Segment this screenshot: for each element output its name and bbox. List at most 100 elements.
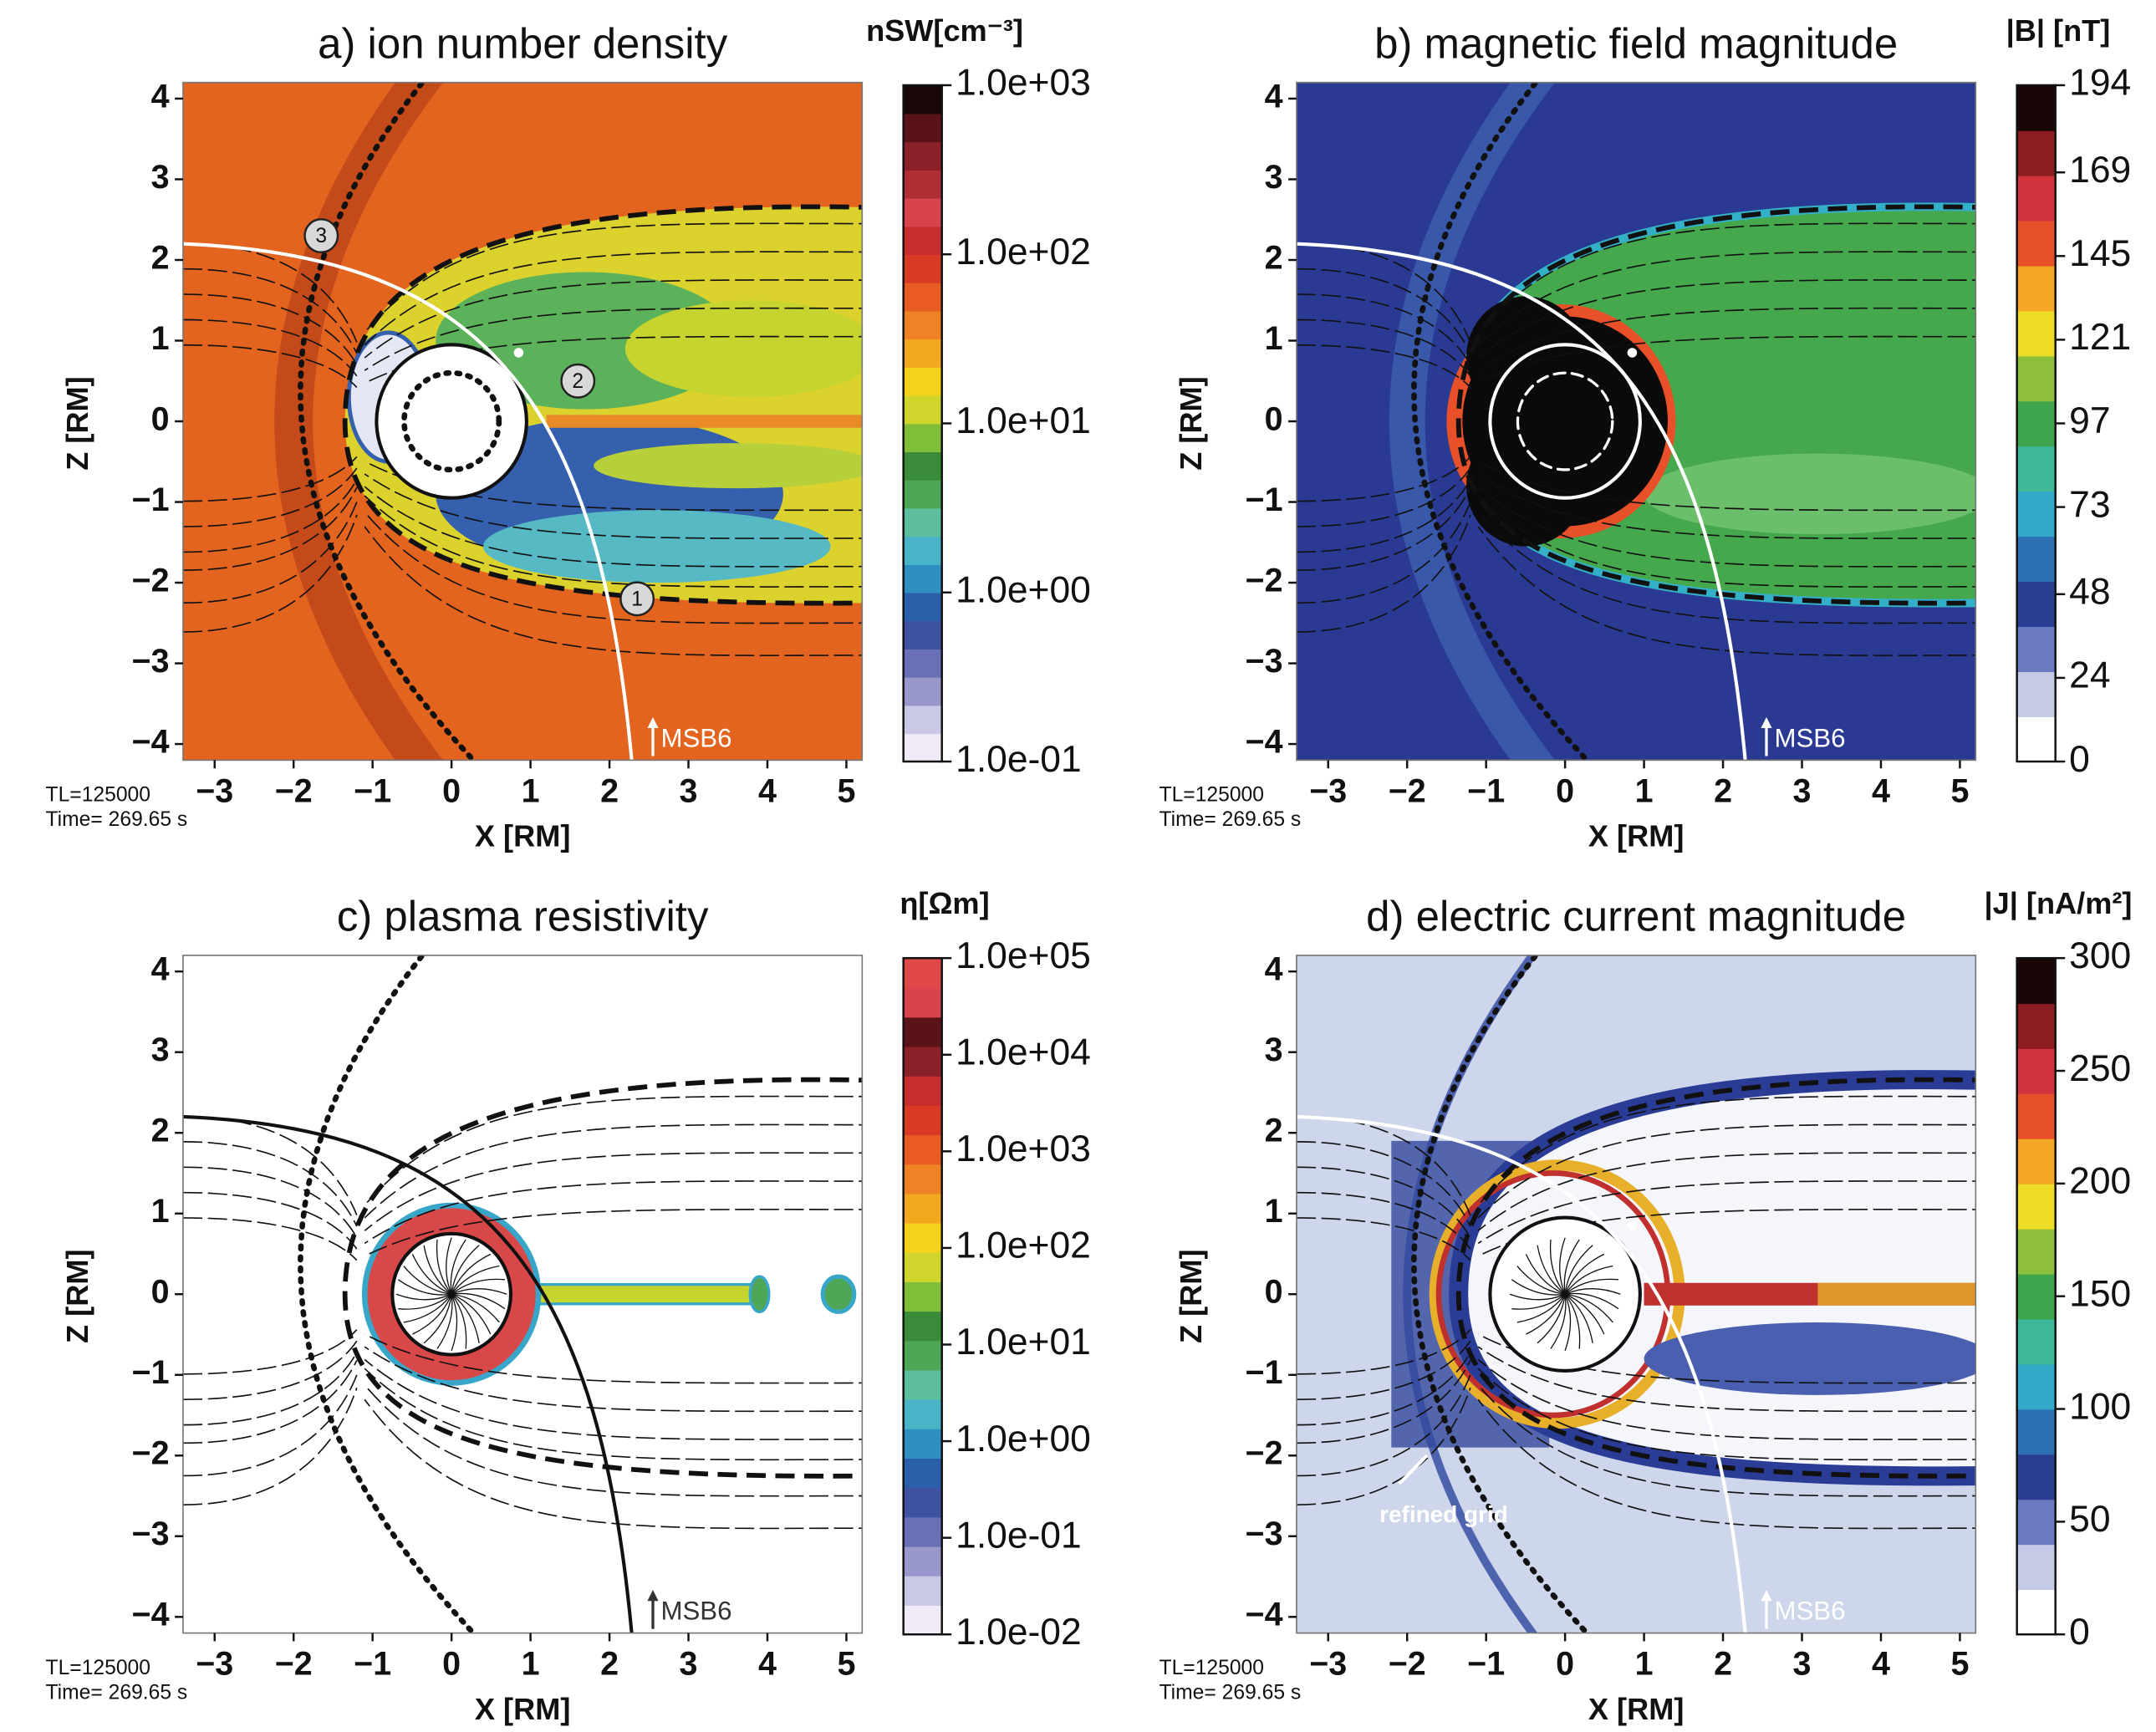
colorbar-tick-label: 97 xyxy=(2069,400,2110,441)
figure: MSB6123−3−2−1012345−4−3−2−101234a) ion n… xyxy=(0,0,2156,1732)
colorbar-segment xyxy=(904,1487,942,1517)
colorbar-segment xyxy=(2017,1184,2056,1230)
trajectory-label: MSB6 xyxy=(660,1597,731,1626)
colorbar-segment xyxy=(904,706,942,735)
run-label: TL=125000 xyxy=(46,1657,150,1679)
run-label: TL=125000 xyxy=(1160,1657,1264,1679)
colorbar-segment xyxy=(904,141,942,171)
x-tick-label: −1 xyxy=(1467,772,1505,809)
colorbar-tick-label: 1.0e+00 xyxy=(956,569,1091,610)
colorbar-tick-label: 1.0e+02 xyxy=(956,232,1091,273)
y-tick-label: −2 xyxy=(132,1435,170,1472)
colorbar-segment xyxy=(904,367,942,396)
colorbar-segment xyxy=(904,593,942,622)
colorbar-segment xyxy=(2017,1093,2056,1139)
colorbar-segment xyxy=(2017,958,2056,1004)
y-tick-label: −4 xyxy=(1246,723,1283,760)
colorbar-tick-label: 145 xyxy=(2069,233,2131,274)
y-tick-label: 2 xyxy=(151,1113,170,1149)
colorbar-tick-label: 1.0e+00 xyxy=(956,1419,1091,1459)
chart-title: c) plasma resistivity xyxy=(337,893,709,940)
x-tick-label: 3 xyxy=(680,1645,698,1682)
colorbar-segment xyxy=(2017,581,2056,627)
colorbar-tick-label: 50 xyxy=(2069,1499,2110,1540)
y-tick-label: 2 xyxy=(151,239,170,276)
x-tick-label: −2 xyxy=(1389,772,1426,809)
x-tick-label: −3 xyxy=(196,772,233,809)
y-axis-label: Z [RM] xyxy=(1174,376,1208,470)
colorbar-segment xyxy=(2017,356,2056,402)
lobe xyxy=(625,300,878,397)
colorbar-label: |J| [nA/m²] xyxy=(1985,886,2133,921)
x-tick-label: 0 xyxy=(1556,1645,1574,1682)
colorbar-segment xyxy=(2017,1319,2056,1365)
lobe xyxy=(1644,454,1992,535)
colorbar-segment xyxy=(904,339,942,368)
colorbar-segment xyxy=(904,480,942,509)
colorbar-tick-label: 1.0e+01 xyxy=(956,1322,1091,1363)
colorbar-segment xyxy=(904,987,942,1017)
colorbar-segment xyxy=(2017,1589,2056,1635)
panel: MSB6−3−2−1012345−4−3−2−101234c) plasma r… xyxy=(46,886,1091,1726)
colorbar-label: η[Ωm] xyxy=(900,886,989,920)
colorbar-segment xyxy=(904,536,942,565)
colorbar-segment xyxy=(904,1252,942,1282)
colorbar-segment xyxy=(904,1399,942,1429)
y-tick-label: −2 xyxy=(132,562,170,599)
plot-area: MSB6refined grid xyxy=(1297,940,1991,1649)
plasmoid xyxy=(750,1276,769,1312)
colorbar-tick-label: 1.0e-01 xyxy=(956,739,1082,780)
x-tick-label: −1 xyxy=(1467,1645,1505,1682)
y-tick-label: −4 xyxy=(132,1597,170,1633)
x-tick-label: 1 xyxy=(522,772,540,809)
time-label: Time= 269.65 s xyxy=(1160,1681,1302,1704)
y-axis-label: Z [RM] xyxy=(1174,1249,1208,1342)
y-tick-label: −3 xyxy=(132,1516,170,1552)
colorbar-segment xyxy=(904,451,942,481)
y-tick-label: 4 xyxy=(1265,78,1283,115)
colorbar-segment xyxy=(904,114,942,143)
y-tick-label: 4 xyxy=(151,78,170,115)
x-tick-label: −2 xyxy=(1389,1645,1426,1682)
plot-area: MSB6123 xyxy=(183,66,878,776)
x-tick-label: 3 xyxy=(1793,1645,1812,1682)
colorbar-segment xyxy=(904,1223,942,1253)
y-tick-label: 1 xyxy=(151,1193,170,1230)
y-tick-label: 0 xyxy=(151,400,170,437)
colorbar-tick-label: 73 xyxy=(2069,484,2110,525)
trajectory-label: MSB6 xyxy=(1774,723,1845,752)
colorbar-segment xyxy=(904,254,942,283)
y-tick-label: 3 xyxy=(1265,159,1283,196)
colorbar-segment xyxy=(2017,266,2056,312)
colorbar-tick-label: 1.0e+05 xyxy=(956,935,1091,976)
time-label: Time= 269.65 s xyxy=(1160,808,1302,831)
y-tick-label: 3 xyxy=(1265,1032,1283,1068)
colorbar-segment xyxy=(2017,536,2056,582)
x-axis-label: X [RM] xyxy=(1588,819,1684,853)
x-tick-label: 3 xyxy=(1793,772,1812,809)
plasma-sheet xyxy=(483,510,831,583)
colorbar-segment xyxy=(2017,1003,2056,1049)
x-tick-label: 0 xyxy=(442,772,461,809)
colorbar-segment xyxy=(904,1194,942,1224)
y-tick-label: 3 xyxy=(151,1032,170,1068)
spacecraft-marker xyxy=(1628,348,1638,358)
colorbar-tick-label: 48 xyxy=(2069,572,2110,613)
run-label: TL=125000 xyxy=(1160,784,1264,807)
colorbar-segment xyxy=(904,1017,942,1047)
colorbar-segment xyxy=(904,1576,942,1606)
y-tick-label: 3 xyxy=(151,159,170,196)
x-tick-label: 2 xyxy=(600,772,619,809)
x-tick-label: 1 xyxy=(1635,772,1654,809)
spacecraft-marker xyxy=(1628,1220,1638,1230)
colorbar-segment xyxy=(2017,221,2056,267)
colorbar-segment xyxy=(2017,1409,2056,1455)
trajectory-label: MSB6 xyxy=(1774,1597,1845,1626)
colorbar-segment xyxy=(2017,1274,2056,1320)
colorbar-tick-label: 200 xyxy=(2069,1161,2131,1202)
x-tick-label: 5 xyxy=(1950,772,1969,809)
colorbar-segment xyxy=(904,198,942,227)
colorbar-segment xyxy=(2017,130,2056,176)
y-tick-label: 2 xyxy=(1265,1113,1283,1149)
panel: MSB6−3−2−1012345−4−3−2−101234b) magnetic… xyxy=(1160,13,2132,853)
